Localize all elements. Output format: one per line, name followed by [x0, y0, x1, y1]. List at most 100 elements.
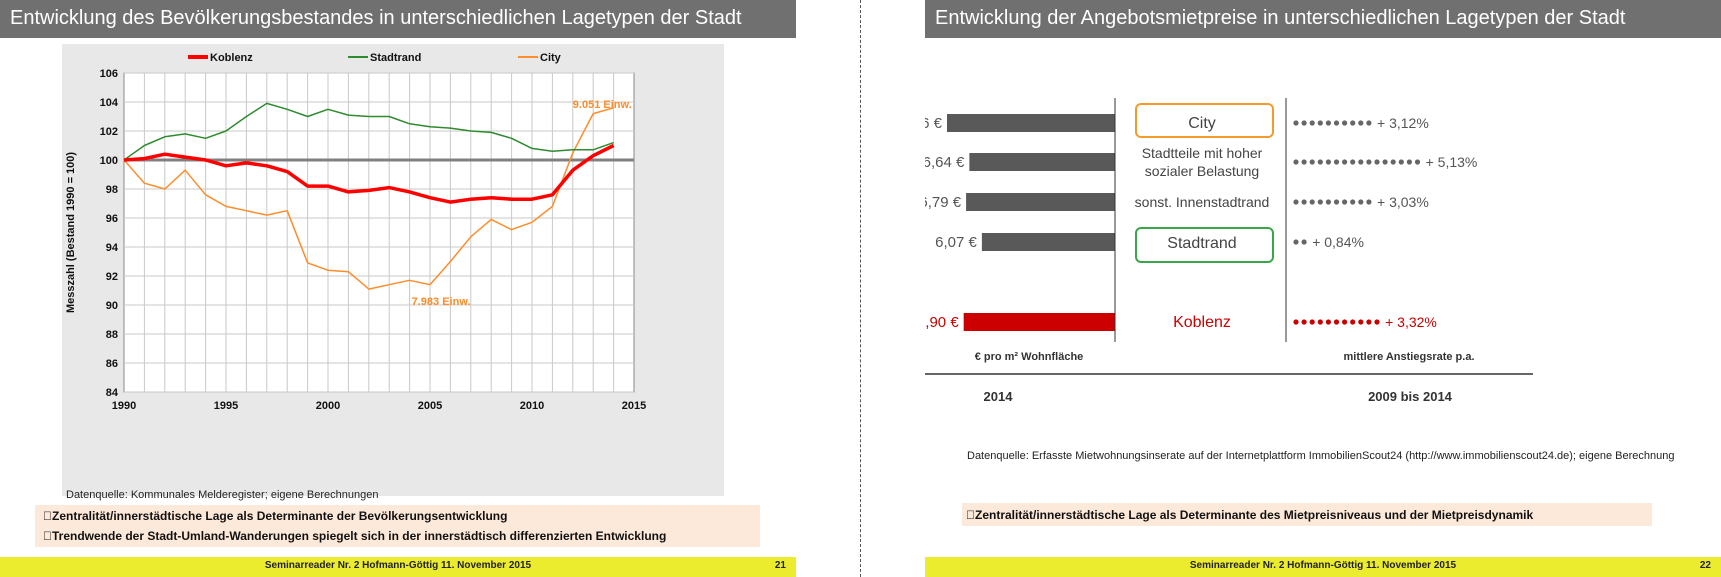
rent-bar: [963, 313, 1115, 331]
growth-dot: [1317, 199, 1323, 205]
footer-text: Seminarreader Nr. 2 Hofmann-Göttig 11. N…: [264, 560, 532, 571]
growth-dot: [1293, 199, 1299, 205]
title-bar: Entwicklung des Bevölkerungsbestandes in…: [0, 0, 796, 38]
growth-dot: [1342, 319, 1348, 325]
legend-label: Stadtrand: [370, 52, 421, 64]
chart-annotation: 7.983 Einw.: [412, 296, 471, 308]
growth-dot: [1358, 319, 1364, 325]
y-tick-label: 86: [106, 358, 118, 370]
growth-dot: [1325, 199, 1331, 205]
y-tick-label: 100: [100, 155, 118, 167]
y-tick-label: 102: [100, 126, 118, 138]
growth-dot: [1309, 120, 1315, 126]
growth-dot: [1414, 159, 1421, 165]
footer-bar: Seminarreader Nr. 2 Hofmann-Göttig 11. N…: [925, 557, 1721, 577]
growth-dot: [1374, 159, 1380, 165]
y-axis-label: Messzahl (Bestand 1990 = 100): [65, 152, 77, 313]
growth-dot: [1293, 319, 1299, 325]
x-tick-label: 1995: [214, 400, 238, 412]
growth-dot: [1333, 120, 1340, 126]
growth-dot: [1317, 120, 1323, 126]
growth-dot: [1342, 120, 1348, 126]
growth-dot: [1325, 159, 1331, 165]
page-number: 22: [1699, 560, 1711, 571]
category-label: Stadtteile mit hoher: [1142, 145, 1263, 161]
growth-dot: [1317, 159, 1323, 165]
growth-rate-label: + 5,13%: [1426, 154, 1478, 170]
growth-rate-label: + 3,03%: [1377, 194, 1429, 210]
rent-bar: [966, 193, 1115, 211]
y-tick-label: 92: [106, 271, 118, 283]
rent-price-chart: 7,66 € 6,64 € 6,79 € 6,07 € 6,90 € City Stadtt…: [925, 98, 1533, 404]
growth-dot: [1309, 159, 1315, 165]
x-tick-label: 2015: [622, 400, 646, 412]
category-label: sozialer Belastung: [1145, 163, 1259, 179]
chart-annotation: 9.051 Einw.: [573, 99, 632, 111]
category-box-city: [1135, 103, 1274, 138]
growth-dot: [1398, 159, 1404, 165]
growth-dot: [1309, 319, 1315, 325]
growth-dot: [1333, 159, 1340, 165]
growth-period-label: 2009 bis 2014: [1368, 389, 1453, 404]
bullet-item: Zentralität/innerstädtische Lage als De…: [43, 509, 507, 523]
growth-dot: [1317, 319, 1323, 325]
bullet-box: Zentralität/innerstädtische Lage als De…: [35, 505, 760, 547]
x-tick-label: 2005: [418, 400, 442, 412]
rent-value-label: 6,07 €: [935, 234, 977, 251]
growth-dot: [1293, 120, 1299, 126]
slide-title: Entwicklung der Angebotsmietpreise in un…: [935, 7, 1626, 29]
growth-dot: [1333, 199, 1340, 205]
bar-year-label: 2014: [984, 389, 1014, 404]
rent-bar: [969, 153, 1115, 171]
data-source: Datenquelle: Kommunales Melderegister; e…: [66, 489, 379, 501]
x-tick-label: 2010: [520, 400, 544, 412]
growth-dot: [1390, 159, 1396, 165]
growth-dot: [1309, 199, 1315, 205]
category-label: Stadtrand: [1167, 235, 1236, 252]
growth-dot: [1301, 199, 1307, 205]
growth-dot: [1406, 159, 1412, 165]
y-tick-label: 106: [100, 68, 118, 80]
growth-dot: [1293, 159, 1299, 165]
footer-bar: Seminarreader Nr. 2 Hofmann-Göttig 11. N…: [0, 557, 796, 577]
data-source: Datenquelle: Erfasste Mietwohnungsinsera…: [967, 450, 1675, 462]
rent-value-label: 7,66 €: [925, 115, 943, 132]
y-tick-label: 104: [100, 97, 119, 109]
rent-value-label: 6,90 €: [925, 314, 959, 331]
category-label: City: [1188, 115, 1216, 132]
growth-dot: [1325, 120, 1331, 126]
slide-divider: [860, 0, 861, 577]
y-tick-label: 88: [106, 329, 118, 341]
growth-dot: [1342, 199, 1348, 205]
y-tick-label: 94: [106, 242, 119, 254]
growth-dot: [1366, 199, 1372, 205]
population-line-chart: 84 86 88 90 92 94 96 98 100 102 104 106 1990 1995 2000…: [65, 52, 646, 412]
growth-dot: [1350, 199, 1356, 205]
growth-rate-label: + 3,32%: [1385, 314, 1437, 330]
bar-axis-label: € pro m² Wohnfläche: [975, 351, 1084, 363]
growth-rate-label: + 3,12%: [1377, 115, 1429, 131]
title-bar: Entwicklung der Angebotsmietpreise in un…: [925, 0, 1721, 38]
growth-dot: [1358, 159, 1364, 165]
rent-value-label: 6,64 €: [925, 154, 965, 171]
growth-dot: [1301, 120, 1307, 126]
slide-title: Entwicklung des Bevölkerungsbestandes in…: [10, 7, 742, 29]
category-label: Koblenz: [1173, 314, 1231, 331]
growth-dot: [1325, 319, 1331, 325]
growth-dot: [1366, 120, 1372, 126]
rent-value-label: 6,79 €: [925, 194, 962, 211]
growth-dot: [1358, 199, 1364, 205]
growth-axis-label: mittlere Anstiegsrate p.a.: [1343, 351, 1474, 363]
growth-dot: [1342, 159, 1348, 165]
slide-rent-prices: Entwicklung der Angebotsmietpreise in un…: [925, 0, 1721, 577]
slide-population: Entwicklung des Bevölkerungsbestandes in…: [0, 0, 796, 577]
growth-dot: [1333, 319, 1340, 325]
page-number: 21: [774, 560, 786, 571]
y-tick-label: 90: [106, 300, 118, 312]
series-line-city: [123, 107, 614, 290]
growth-dot: [1301, 319, 1307, 325]
y-tick-label: 96: [106, 213, 118, 225]
growth-rate-label: + 0,84%: [1312, 234, 1364, 250]
rent-bar: [947, 114, 1115, 132]
growth-dot: [1358, 120, 1364, 126]
